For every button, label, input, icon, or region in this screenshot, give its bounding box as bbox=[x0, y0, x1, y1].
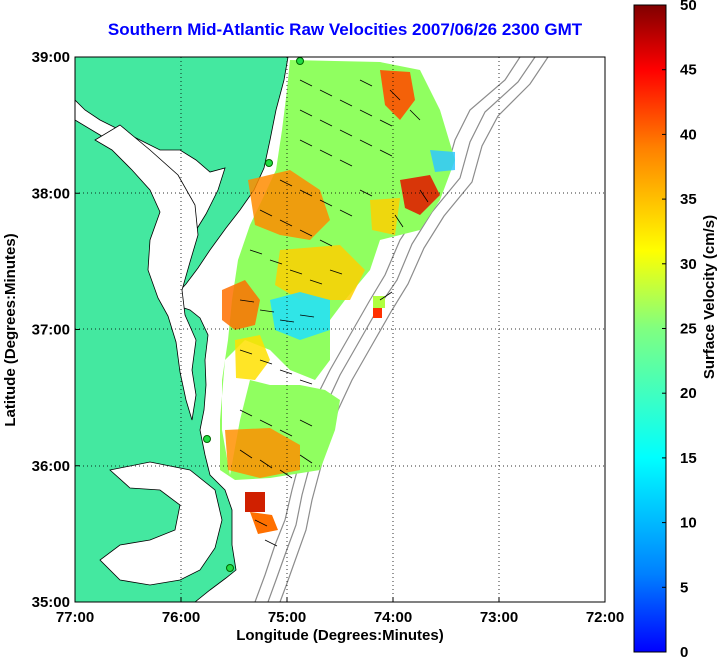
station-marker bbox=[226, 564, 234, 572]
colorbar-tick-label: 50 bbox=[680, 0, 697, 14]
velocity-field bbox=[220, 60, 455, 534]
radar-stations bbox=[203, 57, 304, 572]
x-tick-label: 75:00 bbox=[268, 609, 306, 626]
colorbar-label: Surface Velocity (cm/s) bbox=[701, 215, 718, 379]
y-tick-label: 35:00 bbox=[32, 594, 70, 611]
colorbar-tick-label: 5 bbox=[680, 579, 688, 596]
y-tick-label: 39:00 bbox=[32, 49, 70, 66]
x-tick-label: 72:00 bbox=[586, 609, 624, 626]
x-tick-label: 76:00 bbox=[162, 609, 200, 626]
colorbar-tick-label: 30 bbox=[680, 256, 697, 273]
x-tick-label: 77:00 bbox=[56, 609, 94, 626]
pamlico-sound bbox=[99, 461, 223, 586]
velocity-arrows bbox=[239, 79, 429, 547]
y-axis-ticks: 39:00 38:00 37:00 36:00 35:00 bbox=[32, 49, 80, 611]
y-tick-label: 36:00 bbox=[32, 458, 70, 475]
map-title: Southern Mid-Atlantic Raw Velocities 200… bbox=[107, 20, 583, 39]
colorbar bbox=[633, 4, 667, 653]
bathymetry-contours bbox=[254, 57, 549, 602]
colorbar-tick-label: 40 bbox=[680, 126, 697, 143]
colorbar-tick-label: 45 bbox=[680, 62, 697, 79]
colorbar-tick-label: 0 bbox=[680, 644, 688, 659]
colorbar-tick-label: 20 bbox=[680, 385, 697, 402]
chesapeake-bay bbox=[94, 124, 199, 421]
colorbar-tick-label: 25 bbox=[680, 321, 697, 338]
x-tick-label: 74:00 bbox=[374, 609, 412, 626]
colorbar-tick-label: 35 bbox=[680, 191, 697, 208]
grid-lines bbox=[75, 57, 605, 602]
station-marker bbox=[296, 57, 304, 65]
station-marker bbox=[265, 159, 273, 167]
colorbar-tick-label: 15 bbox=[680, 450, 697, 467]
station-marker bbox=[203, 435, 211, 443]
y-tick-label: 38:00 bbox=[32, 185, 70, 202]
y-axis-label: Latitude (Degrees:Minutes) bbox=[2, 233, 19, 426]
x-axis-ticks: 77:00 76:00 75:00 74:00 73:00 72:00 bbox=[56, 597, 624, 626]
colorbar-tick-label: 10 bbox=[680, 515, 697, 532]
y-tick-label: 37:00 bbox=[32, 322, 70, 339]
x-axis-label: Longitude (Degrees:Minutes) bbox=[236, 627, 444, 644]
x-tick-label: 73:00 bbox=[480, 609, 518, 626]
